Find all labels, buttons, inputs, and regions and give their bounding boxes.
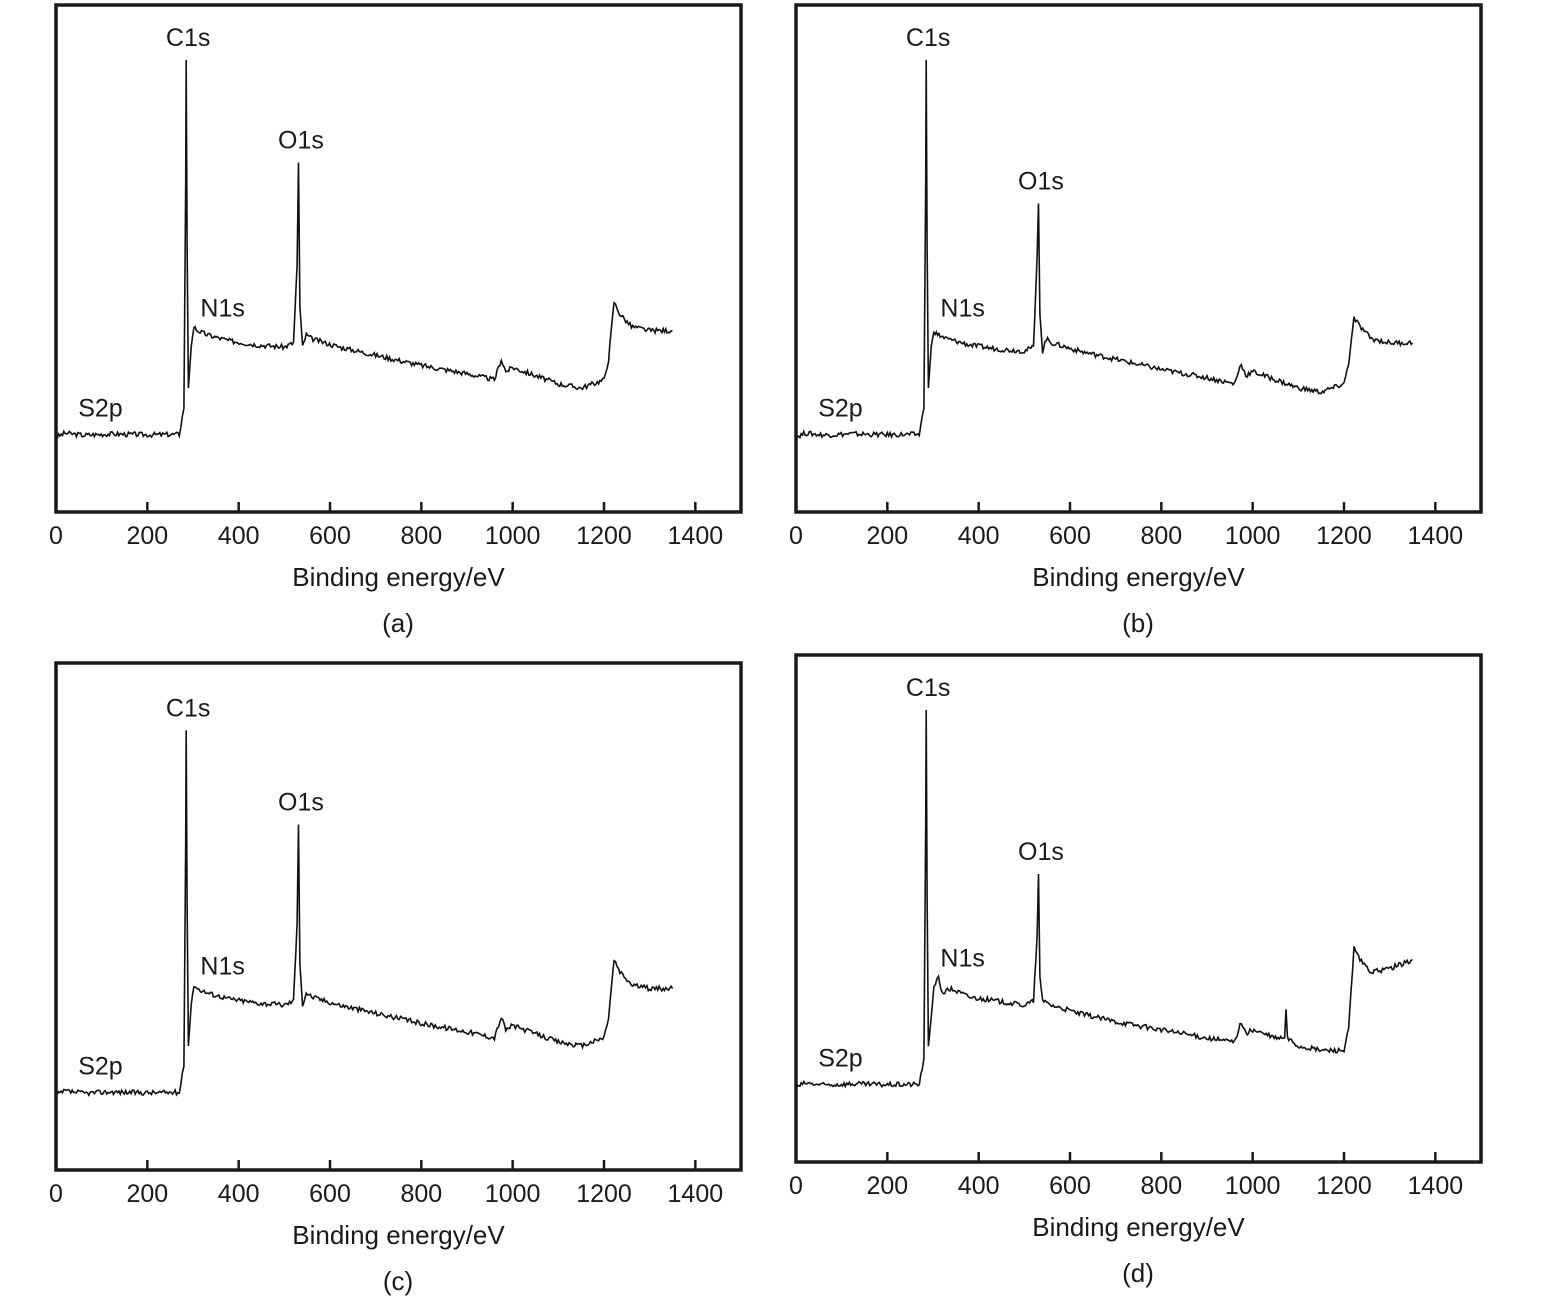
x-tick-label: 1400 (1408, 1172, 1464, 1200)
x-tick-label: 1200 (1316, 522, 1372, 550)
peak-label: C1s (906, 24, 950, 52)
x-tick-label: 1400 (668, 522, 724, 550)
plot-frame (54, 3, 743, 514)
panel-caption: (a) (382, 608, 414, 638)
peak-label: N1s (940, 295, 984, 323)
x-axis-label: Binding energy/eV (1032, 1212, 1245, 1242)
spectrum-line (56, 59, 673, 440)
x-tick-label: 1000 (485, 522, 541, 550)
x-tick-label: 1400 (668, 1180, 724, 1208)
x-tick-label: 0 (49, 1180, 63, 1208)
chart-svg-c: 0 200 400 600 800 1000 1200 1400 Binding energy/… (49, 661, 743, 1250)
x-tick-label: 200 (126, 522, 168, 550)
peak-label: S2p (818, 1044, 862, 1072)
x-tick-label: 1200 (576, 522, 632, 550)
x-tick-label: 200 (866, 522, 908, 550)
x-tick-label: 800 (400, 522, 442, 550)
x-tick-label: 800 (1140, 522, 1182, 550)
x-axis-label: Binding energy/eV (1032, 562, 1245, 592)
x-tick-label: 600 (1049, 1172, 1091, 1200)
peak-label: N1s (940, 945, 984, 973)
chart-svg-b: 0 200 400 600 800 1000 1200 1400 Binding energy/… (789, 3, 1483, 592)
x-tick-label: 1000 (485, 1180, 541, 1208)
x-tick-label: 1200 (1316, 1172, 1372, 1200)
x-tick-label: 1000 (1225, 1172, 1281, 1200)
spectrum-line (795, 59, 1414, 440)
x-tick-label: 0 (49, 522, 63, 550)
x-tick-label: 1400 (1408, 522, 1464, 550)
plot-frame (794, 3, 1483, 514)
peak-label: O1s (1018, 838, 1064, 866)
panel-caption: (c) (382, 1266, 414, 1296)
spectrum-line (55, 730, 674, 1098)
chart-svg-a: 0 200 400 600 800 1000 1200 1400 Binding energy/… (49, 3, 743, 592)
chart-panel-b: 0 200 400 600 800 1000 1200 1400 Binding energy/… (740, 0, 1515, 652)
x-tick-label: 200 (126, 1180, 168, 1208)
x-tick-label: 1000 (1225, 522, 1281, 550)
peak-label: S2p (818, 394, 862, 422)
chart-svg-d: 0 200 400 600 800 1000 1200 1400 Binding energy/… (789, 653, 1483, 1242)
peak-label: S2p (78, 394, 122, 422)
x-tick-label: 0 (789, 522, 803, 550)
peak-label: N1s (200, 953, 244, 981)
peak-label: S2p (78, 1052, 122, 1080)
panel-caption: (d) (1122, 1258, 1154, 1288)
panel-caption: (b) (1122, 608, 1154, 638)
x-axis-label: Binding energy/eV (292, 562, 505, 592)
chart-panel-a: 0 200 400 600 800 1000 1200 1400 Binding energy/… (0, 0, 775, 652)
peak-label: C1s (906, 674, 950, 702)
peak-label: C1s (166, 24, 210, 52)
x-axis-label: Binding energy/eV (292, 1220, 505, 1250)
peak-label: O1s (1018, 168, 1064, 196)
x-tick-label: 400 (218, 1180, 260, 1208)
chart-panel-d: 0 200 400 600 800 1000 1200 1400 Binding energy/… (740, 650, 1515, 1302)
spectrum-line (795, 709, 1413, 1089)
peak-label: C1s (166, 694, 210, 722)
x-tick-label: 800 (400, 1180, 442, 1208)
x-tick-label: 0 (789, 1172, 803, 1200)
peak-label: O1s (278, 789, 324, 817)
x-tick-label: 600 (1049, 522, 1091, 550)
x-tick-label: 400 (958, 522, 1000, 550)
x-tick-label: 400 (958, 1172, 1000, 1200)
x-tick-label: 200 (866, 1172, 908, 1200)
x-tick-label: 600 (309, 522, 351, 550)
x-tick-label: 400 (218, 522, 260, 550)
peak-label: N1s (200, 295, 244, 323)
x-tick-label: 600 (309, 1180, 351, 1208)
x-tick-label: 800 (1140, 1172, 1182, 1200)
plot-frame (794, 653, 1483, 1164)
x-tick-label: 1200 (576, 1180, 632, 1208)
chart-panel-c: 0 200 400 600 800 1000 1200 1400 Binding energy/… (0, 658, 775, 1310)
plot-frame (54, 661, 743, 1172)
peak-label: O1s (278, 127, 324, 155)
